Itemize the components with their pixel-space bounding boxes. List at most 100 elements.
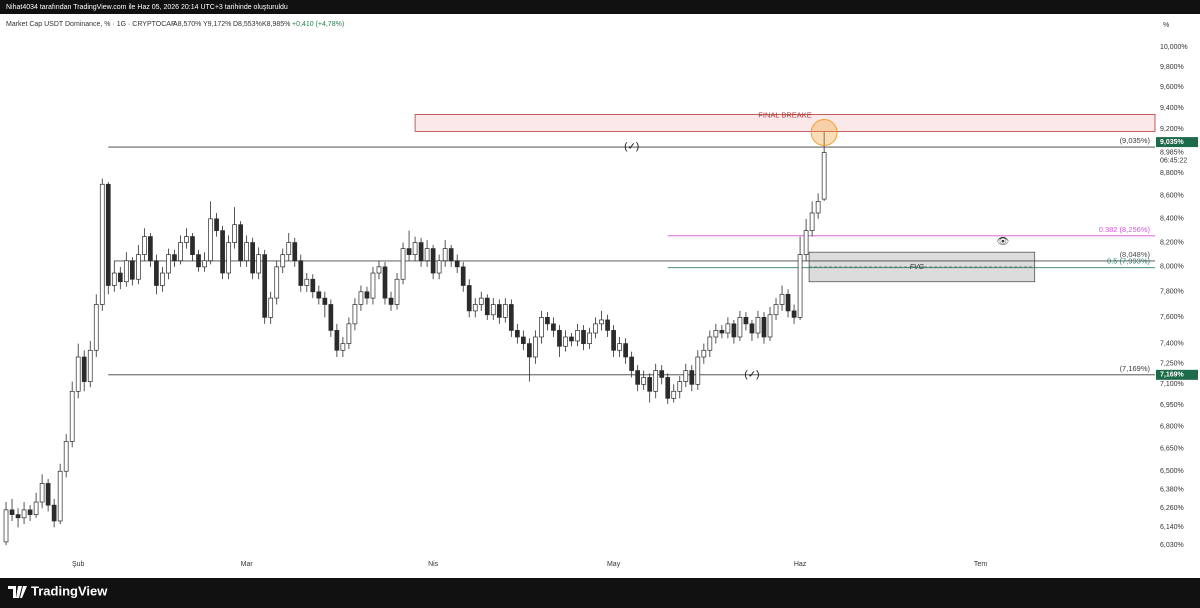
axis-unit: % (1163, 22, 1169, 29)
y-tick-label: 6,800% (1160, 424, 1184, 431)
level-label: 0.5 (7,993%) (1107, 257, 1150, 266)
candle-body (220, 230, 225, 274)
candle-body (400, 248, 406, 280)
candle-body (593, 323, 598, 334)
candle-body (755, 317, 761, 334)
price-tag (1156, 369, 1198, 380)
logo-mark (8, 586, 27, 598)
candle-body (533, 336, 538, 358)
candle-body (472, 304, 478, 312)
y-tick-label: 7,400% (1160, 340, 1184, 347)
eye-icon: 👁 (997, 237, 1010, 248)
candle-body (809, 212, 815, 231)
zone-label: FINAL BREAKE (758, 110, 812, 119)
candle-body (178, 242, 183, 262)
x-tick-label: Haz (794, 561, 807, 568)
candle-body (791, 310, 797, 318)
ohlc-open: A8,570% (173, 21, 201, 28)
candle-body (111, 272, 117, 286)
candle-body (63, 441, 69, 472)
candle-body (539, 317, 544, 338)
y-tick-label: 8,600% (1160, 193, 1184, 200)
candle-body (719, 330, 725, 334)
y-tick-label: 8,800% (1160, 170, 1184, 177)
candle-body (496, 304, 502, 318)
y-tick-label: 6,500% (1160, 468, 1184, 475)
symbol: Market Cap USDT Dominance, % · 1G · CRYP… (6, 21, 176, 28)
candle-body (448, 248, 454, 262)
candle-body (208, 218, 213, 262)
candle-body (779, 293, 785, 305)
candle-body (749, 323, 755, 334)
candle-body (87, 349, 93, 382)
candle-body (274, 266, 280, 299)
countdown: 06:45:22 (1160, 157, 1187, 164)
candle-body (346, 323, 352, 344)
candle-body (196, 254, 201, 268)
candle-body (286, 242, 292, 255)
top-bar (0, 0, 1200, 14)
candle-body (803, 230, 809, 255)
candle-body (484, 297, 490, 316)
candle-body (27, 509, 33, 515)
candle-body (767, 314, 773, 338)
y-tick-label: 9,800% (1160, 64, 1184, 71)
brand: TradingView (31, 583, 108, 598)
candle-body (105, 183, 111, 286)
candle-body (773, 304, 779, 316)
candle-body (51, 504, 57, 522)
y-tick-label: 8,000% (1160, 264, 1184, 271)
candle-body (478, 297, 484, 305)
attribution: Nihat4034 tarafından TradingView.com ile… (6, 4, 288, 11)
candle-body (3, 509, 9, 543)
candle-body (454, 260, 460, 268)
x-tick-label: May (607, 561, 621, 568)
candle-body (15, 514, 21, 519)
candle-body (659, 370, 665, 378)
level-label: (7,169%) (1120, 364, 1151, 373)
y-tick-label: 6,140% (1160, 524, 1184, 531)
candle-body (334, 330, 340, 351)
ohlc-low: D8,553% (233, 21, 262, 28)
candle-body (256, 254, 262, 274)
y-tick-label: 9,600% (1160, 84, 1184, 91)
ohlc-high: Y9,172% (203, 21, 231, 28)
candle-body (142, 236, 147, 255)
candle-body (743, 317, 749, 325)
candle-body (69, 390, 75, 442)
candle-body (238, 224, 243, 262)
candle-body (617, 343, 622, 351)
candle-body (701, 349, 707, 358)
candle-body (605, 319, 610, 331)
candle-body (671, 390, 677, 399)
candle-body (292, 242, 298, 262)
x-tick-label: Nis (428, 561, 439, 568)
candle-body (117, 272, 123, 283)
candle-body (364, 291, 370, 299)
candle-body (460, 266, 466, 286)
candle-body (521, 336, 526, 344)
logo (8, 586, 27, 598)
candle-body (527, 343, 532, 358)
candle-body (184, 236, 189, 243)
candle-body (677, 381, 683, 392)
candle-body (557, 330, 562, 347)
candle-body (93, 304, 99, 351)
candle-body (75, 356, 81, 392)
candle-body (424, 248, 430, 262)
candle-body (244, 242, 249, 262)
candle-body (569, 336, 574, 342)
candle-body (502, 304, 508, 318)
zone (414, 114, 1156, 132)
change: +0,410 (+4,78%) (292, 21, 344, 28)
y-tick-label: 6,030% (1160, 542, 1184, 549)
candle-body (226, 242, 231, 274)
candle-body (250, 242, 256, 274)
candle-body (406, 248, 412, 255)
candle-body (635, 370, 641, 385)
candle-body (39, 483, 45, 503)
x-tick-label: Şub (72, 561, 85, 568)
candle-body (310, 278, 316, 293)
candle-body (514, 330, 520, 338)
